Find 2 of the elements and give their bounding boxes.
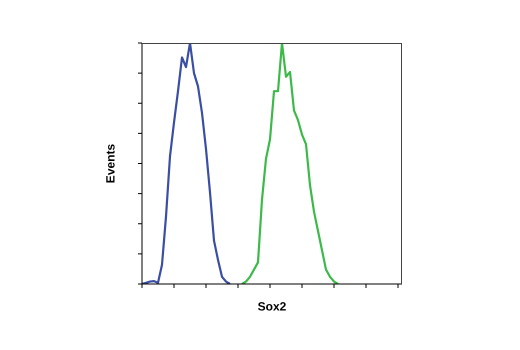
x-axis-title: Sox2 — [258, 300, 287, 314]
y-axis-title: Events — [103, 144, 118, 184]
